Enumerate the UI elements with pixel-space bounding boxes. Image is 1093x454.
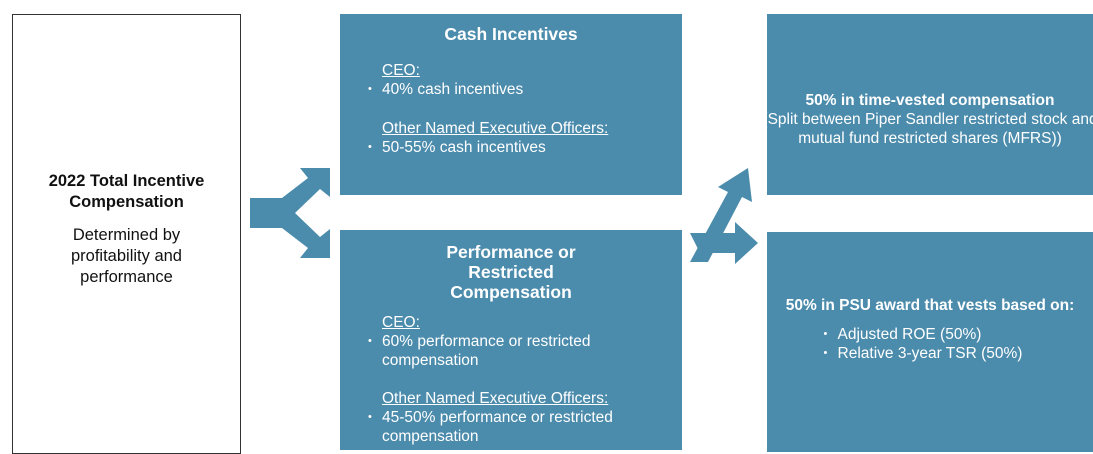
time-vested-title: 50% in time-vested compensation [805,92,1055,109]
bullet: Adjusted ROE (50%) [824,325,1023,344]
performance-title: Performance or Restricted Compensation [446,242,576,302]
performance-box: Performance or Restricted Compensation C… [340,230,682,450]
bullet: 50-55% cash incentives [368,138,682,157]
cash-box: Cash Incentives CEO: 40% cash incentives… [340,14,682,195]
group-label: CEO: [382,62,420,79]
psu-box: 50% in PSU award that vests based on: Ad… [767,232,1093,452]
arrows [250,168,758,264]
total-body: Determined by profitability and performa… [71,226,182,286]
time-vested-body: (Split between Piper Sandler restricted … [767,111,1093,147]
time-vested-box: 50% in time-vested compensation (Split b… [767,14,1093,195]
bullet: Relative 3-year TSR (50%) [824,344,1023,363]
page: 2022 Total Incentive Compensation Determ… [0,0,1093,443]
cash-group: CEO: 40% cash incentives [340,61,682,99]
cash-title: Cash Incentives [444,24,578,44]
bullet: 40% cash incentives [368,80,682,99]
total-title: 2022 Total Incentive Compensation [48,172,205,211]
total-box: 2022 Total Incentive Compensation Determ… [12,14,241,454]
bullet: 60% performance or restricted compensati… [368,332,642,370]
group-label: Other Named Executive Officers: [382,390,609,407]
performance-group: CEO: 60% performance or restricted compe… [340,313,682,370]
cash-group: Other Named Executive Officers: 50-55% c… [340,119,682,157]
psu-title: 50% in PSU award that vests based on: [785,297,1075,314]
split-arrow [250,168,330,258]
group-label: Other Named Executive Officers: [382,120,609,137]
bullet: 45-50% performance or restricted compens… [368,408,642,446]
performance-group: Other Named Executive Officers: 45-50% p… [340,389,682,446]
right-arrow [690,222,758,264]
group-label: CEO: [382,314,420,331]
psu-list-wrap: Adjusted ROE (50%) Relative 3-year TSR (… [767,315,1093,363]
